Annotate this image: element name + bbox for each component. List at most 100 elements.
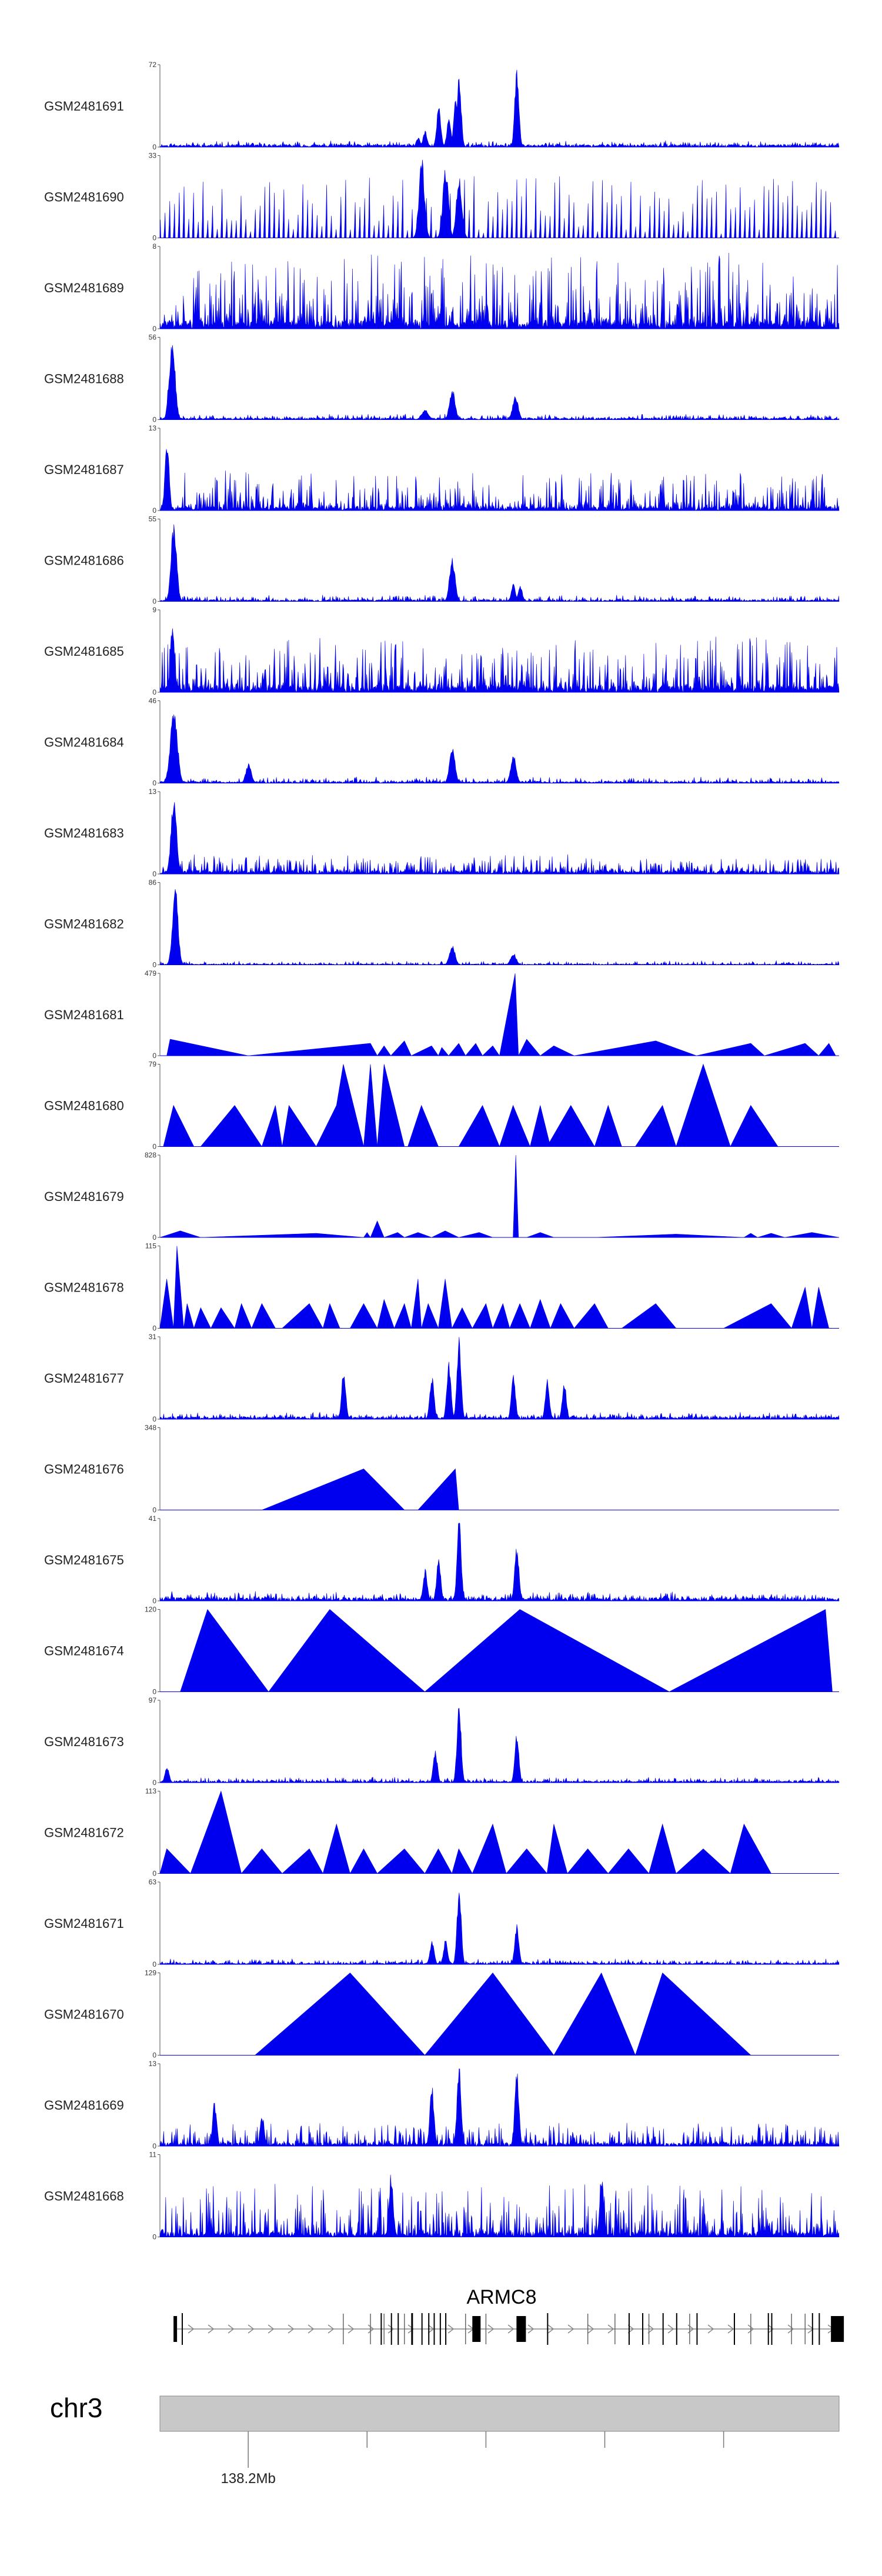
y-min-label: 0: [152, 2233, 156, 2241]
exon: [472, 2316, 481, 2342]
track: GSM2481683 13 0: [44, 788, 840, 878]
y-max-label: 13: [149, 424, 157, 432]
track-label: GSM2481686: [44, 553, 124, 568]
strand-arrow: [767, 2324, 774, 2334]
track-label: GSM2481668: [44, 2189, 124, 2204]
strand-arrow: [348, 2324, 355, 2334]
strand-arrow: [607, 2324, 614, 2334]
coverage-area: [159, 1523, 840, 1602]
exon: [818, 2313, 820, 2345]
track-label: GSM2481676: [44, 1462, 124, 1477]
exon: [628, 2313, 630, 2345]
strand-arrow: [387, 2324, 395, 2334]
coverage-area: [159, 889, 840, 966]
y-max-label: 9: [152, 606, 156, 614]
coverage-area: [163, 1063, 826, 1147]
coverage-area: [166, 973, 836, 1056]
y-max-label: 13: [149, 788, 157, 796]
exon: [676, 2313, 677, 2345]
y-min-label: 0: [152, 1688, 156, 1696]
track-label: GSM2481673: [44, 1734, 124, 1749]
track-label: GSM2481671: [44, 1916, 124, 1931]
y-min-label: 0: [152, 2142, 156, 2150]
y-min-label: 0: [152, 961, 156, 969]
y-min-label: 0: [152, 1324, 156, 1333]
track: GSM2481681 479 0: [44, 969, 839, 1060]
y-max-label: 46: [149, 697, 157, 705]
coverage-area: [254, 1972, 751, 2056]
coverage-area: [159, 1246, 830, 1329]
track-label: GSM2481678: [44, 1280, 124, 1295]
y-min-label: 0: [152, 2051, 156, 2060]
track: GSM2481691 72 0: [44, 61, 840, 151]
strand-arrow: [547, 2324, 554, 2334]
track: GSM2481671 63 0: [44, 1878, 840, 1968]
y-max-label: 8: [152, 242, 156, 251]
y-min-label: 0: [152, 325, 156, 333]
y-min-label: 0: [152, 1143, 156, 1151]
coverage-area: [159, 449, 840, 511]
track: GSM2481684 46 0: [44, 697, 840, 788]
strand-arrow: [328, 2324, 335, 2334]
strand-arrow: [527, 2324, 534, 2334]
coverage-area: [159, 1337, 840, 1420]
strand-arrow: [587, 2324, 594, 2334]
y-max-label: 479: [145, 969, 156, 977]
track: GSM2481675 41 0: [44, 1514, 840, 1605]
coverage-area: [159, 1707, 840, 1783]
track-label: GSM2481689: [44, 281, 124, 295]
track: GSM2481669 13 0: [44, 2060, 840, 2150]
exon: [811, 2313, 813, 2345]
exon: [662, 2313, 664, 2345]
exon: [390, 2313, 392, 2345]
coverage-area: [159, 2068, 840, 2147]
strand-arrow: [707, 2324, 714, 2334]
strand-arrow: [407, 2324, 415, 2334]
exon: [642, 2313, 644, 2345]
exon: [380, 2313, 382, 2345]
y-max-label: 79: [149, 1060, 157, 1069]
gene-name-label: ARMC8: [466, 2286, 536, 2308]
y-min-label: 0: [152, 1506, 156, 1514]
y-max-label: 56: [149, 333, 157, 342]
y-max-label: 33: [149, 152, 157, 160]
coverage-area: [159, 628, 840, 693]
y-min-label: 0: [152, 234, 156, 242]
strand-arrow: [368, 2324, 375, 2334]
exon: [181, 2313, 183, 2345]
chromosome-band: [159, 2395, 840, 2432]
coverage-tracks: GSM2481691720GSM2481690330GSM248168980GS…: [44, 61, 840, 2241]
track: GSM2481676 348 0: [44, 1424, 839, 1514]
track: GSM2481679 828 0: [44, 1151, 840, 1242]
strand-arrow: [427, 2324, 435, 2334]
y-min-label: 0: [152, 779, 156, 788]
track: GSM2481686 55 0: [44, 515, 840, 606]
y-max-label: 129: [145, 1969, 156, 1977]
track-label: GSM2481682: [44, 917, 124, 932]
y-max-label: 828: [145, 1151, 156, 1159]
strand-arrow: [228, 2324, 235, 2334]
strand-arrow: [447, 2324, 455, 2334]
position-tick-label: 138.2Mb: [220, 2471, 275, 2487]
coverage-area: [159, 345, 840, 421]
y-max-label: 97: [149, 1696, 157, 1704]
y-max-label: 31: [149, 1333, 157, 1341]
track: GSM2481678 115 0: [44, 1242, 839, 1333]
track: GSM2481673 97 0: [44, 1696, 840, 1787]
track: GSM2481688 56 0: [44, 333, 840, 424]
strand-arrow: [787, 2324, 794, 2334]
strand-arrow: [188, 2324, 195, 2334]
track: GSM2481685 9 0: [44, 606, 840, 696]
track-label: GSM2481672: [44, 1826, 124, 1840]
track: GSM2481680 79 0: [44, 1060, 839, 1151]
track-label: GSM2481691: [44, 99, 124, 114]
coverage-area: [159, 2174, 840, 2238]
y-min-label: 0: [152, 416, 156, 424]
track-label: GSM2481677: [44, 1371, 124, 1386]
strand-arrow: [567, 2324, 574, 2334]
coverage-area: [159, 159, 839, 239]
coverage-area: [159, 802, 840, 875]
exon: [547, 2313, 549, 2345]
strand-arrow: [248, 2324, 255, 2334]
exon: [421, 2313, 423, 2345]
